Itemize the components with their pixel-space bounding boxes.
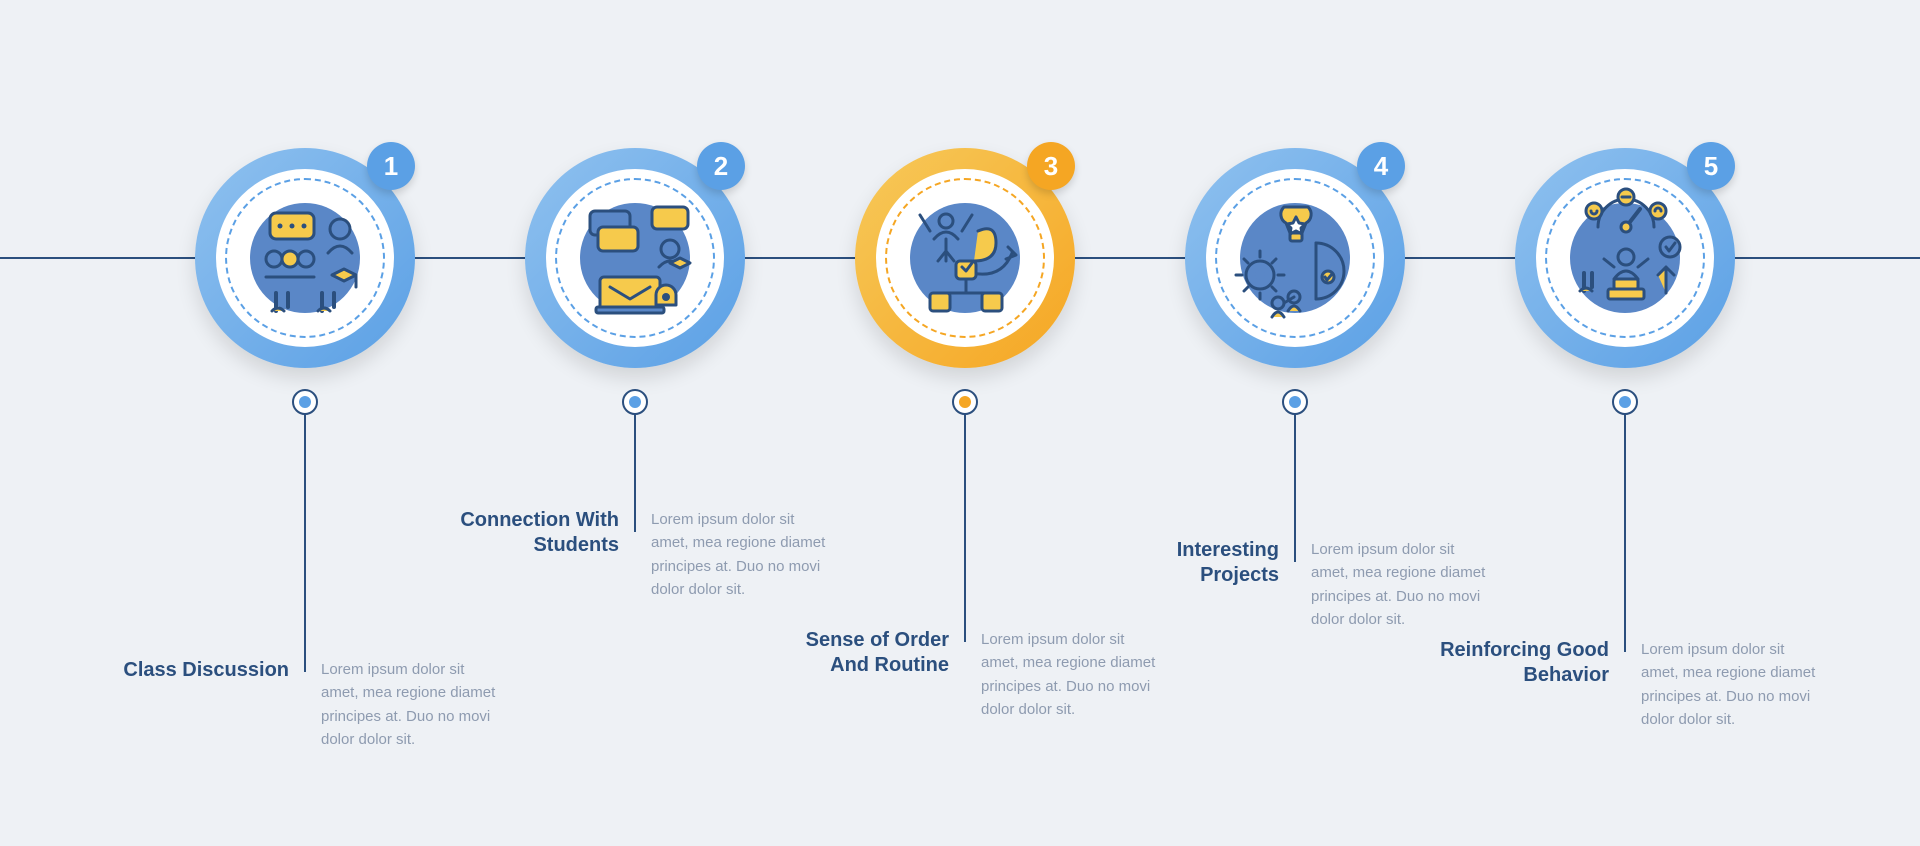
step-vertical-line bbox=[1624, 402, 1626, 652]
step-pin bbox=[1282, 389, 1308, 415]
step-vertical-line bbox=[1294, 402, 1296, 562]
step-body: Lorem ipsum dolor sit amet, mea regione … bbox=[651, 508, 831, 601]
step-order-icon bbox=[890, 183, 1040, 333]
step-projects-icon bbox=[1220, 183, 1370, 333]
step-vertical-line bbox=[304, 402, 306, 672]
step-number-badge: 5 bbox=[1687, 142, 1735, 190]
step-body: Lorem ipsum dolor sit amet, mea regione … bbox=[1641, 638, 1821, 731]
step-number-badge: 2 bbox=[697, 142, 745, 190]
step-number-badge: 3 bbox=[1027, 142, 1075, 190]
step-body: Lorem ipsum dolor sit amet, mea regione … bbox=[321, 658, 501, 751]
step-title: Reinforcing Good Behavior bbox=[1439, 638, 1609, 688]
step-title: Connection With Students bbox=[449, 508, 619, 558]
step-vertical-line bbox=[964, 402, 966, 642]
step-pin bbox=[1612, 389, 1638, 415]
step-number-badge: 1 bbox=[367, 142, 415, 190]
step-title: Sense of Order And Routine bbox=[779, 628, 949, 678]
step-vertical-line bbox=[634, 402, 636, 532]
step-body: Lorem ipsum dolor sit amet, mea regione … bbox=[1311, 538, 1491, 631]
step-pin bbox=[952, 389, 978, 415]
step-title: Interesting Projects bbox=[1109, 538, 1279, 588]
step-connection-icon bbox=[560, 183, 710, 333]
step-number-badge: 4 bbox=[1357, 142, 1405, 190]
infographic-canvas: 1 Class Discussion Lorem ipsum dolor sit a… bbox=[0, 0, 1920, 846]
step-pin bbox=[292, 389, 318, 415]
step-title: Class Discussion bbox=[119, 658, 289, 683]
step-body: Lorem ipsum dolor sit amet, mea regione … bbox=[981, 628, 1161, 721]
step-discussion-icon bbox=[230, 183, 380, 333]
step-behavior-icon bbox=[1550, 183, 1700, 333]
step-pin bbox=[622, 389, 648, 415]
